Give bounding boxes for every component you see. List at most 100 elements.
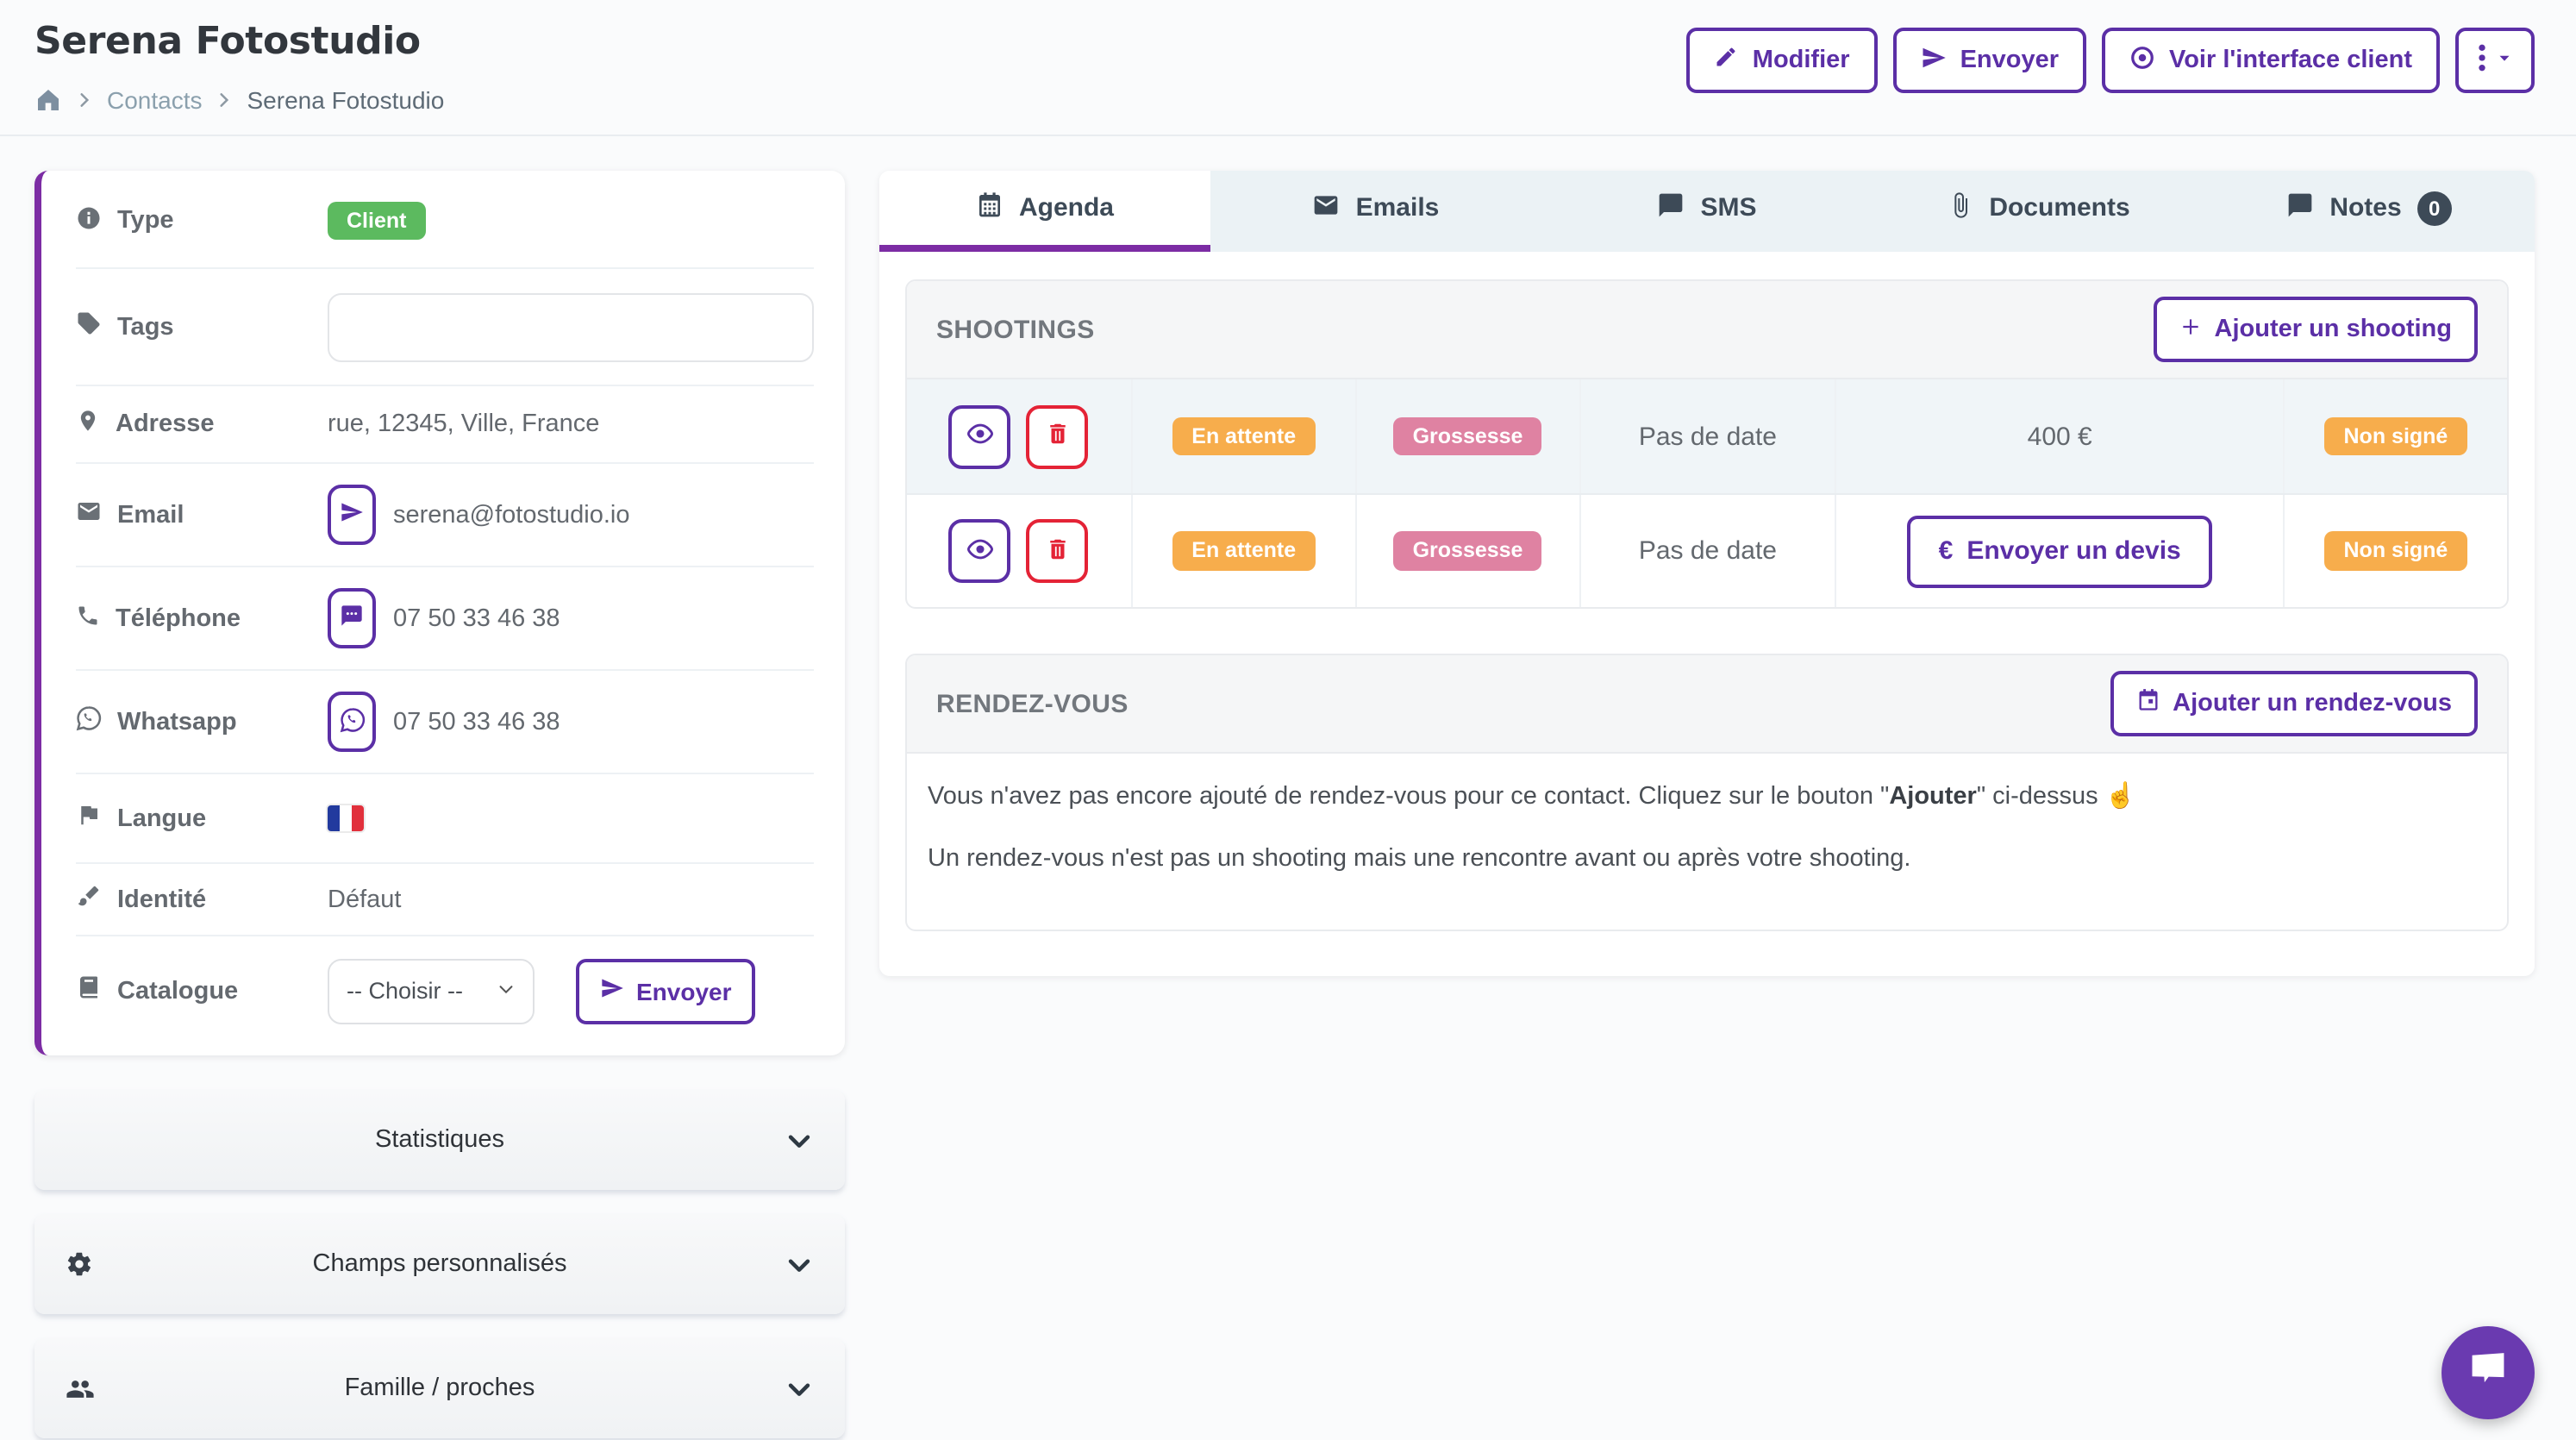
shootings-header: SHOOTINGS Ajouter un shooting (907, 281, 2507, 379)
statistiques-label: Statistiques (375, 1126, 504, 1154)
rendez-vous-note: Un rendez-vous n'est pas un shooting mai… (928, 845, 1911, 873)
panel-champs-personnalises[interactable]: Champs personnalisés (34, 1214, 845, 1314)
send-email-button[interactable] (328, 485, 376, 545)
shooting-date: Pas de date (1638, 422, 1777, 451)
chat-bubble-icon (2466, 1346, 2510, 1399)
contact-row-email: Email serena@fotostudio.io (76, 462, 814, 566)
contact-row-adresse: Adresse rue, 12345, Ville, France (76, 385, 814, 462)
rendez-vous-body: Vous n'avez pas encore ajouté de rendez-… (907, 754, 2507, 930)
euro-icon: € (1938, 536, 1954, 566)
info-icon (76, 204, 102, 237)
whatsapp-icon (339, 706, 365, 737)
breadcrumb-link-contacts[interactable]: Contacts (107, 86, 203, 114)
contact-row-langue: Langue (76, 773, 814, 862)
paper-plane-icon (1921, 44, 1947, 77)
tags-label: Tags (117, 313, 174, 341)
contact-row-tags: Tags (76, 267, 814, 385)
sms-bubble-icon (340, 604, 364, 633)
tab-sms-label: SMS (1700, 193, 1757, 222)
paper-plane-icon (600, 976, 624, 1005)
plus-icon (2180, 315, 2203, 344)
shootings-table: En attente Grossesse Pas de date 400 € N… (907, 379, 2507, 607)
tab-bar: Agenda Emails SMS Documents Notes (879, 171, 2535, 252)
breadcrumb-current: Serena Fotostudio (247, 86, 445, 114)
tab-sms[interactable]: SMS (1541, 171, 1873, 252)
speech-bubble-icon (1657, 191, 1685, 225)
chevron-down-icon (785, 1374, 814, 1403)
rendez-vous-empty-message: Vous n'avez pas encore ajouté de rendez-… (928, 783, 2136, 811)
send-whatsapp-button[interactable] (328, 692, 376, 752)
dots-vertical-icon (2477, 42, 2485, 78)
delete-shooting-button[interactable] (1026, 519, 1089, 583)
email-label: Email (117, 501, 184, 529)
telephone-value: 07 50 33 46 38 (393, 604, 560, 632)
catalogue-envoyer-label: Envoyer (636, 977, 732, 1005)
panel-famille-proches[interactable]: Famille / proches (34, 1338, 845, 1438)
view-shooting-button[interactable] (948, 404, 1011, 468)
shootings-section: SHOOTINGS Ajouter un shooting (905, 279, 2509, 609)
eye-icon (2129, 44, 2155, 77)
header-divider (0, 135, 2576, 136)
modifier-button[interactable]: Modifier (1686, 28, 1878, 93)
tag-icon (76, 310, 102, 343)
rendez-vous-header: RENDEZ-VOUS Ajouter un rendez-vous (907, 655, 2507, 754)
rendez-vous-title: RENDEZ-VOUS (936, 689, 1129, 718)
calendar-icon (2136, 688, 2160, 719)
contact-row-catalogue: Catalogue -- Choisir -- Envoyer (76, 935, 814, 1045)
tab-emails[interactable]: Emails (1210, 171, 1541, 252)
view-shooting-button[interactable] (948, 519, 1011, 583)
panel-statistiques[interactable]: Statistiques (34, 1090, 845, 1190)
home-icon[interactable] (34, 86, 62, 114)
shooting-type-badge: Grossesse (1393, 416, 1542, 456)
envelope-icon (76, 498, 102, 531)
shooting-price: 400 € (2027, 422, 2092, 451)
trash-icon (1045, 421, 1071, 452)
tab-documents-label: Documents (1989, 193, 2130, 222)
envoyer-button[interactable]: Envoyer (1892, 28, 2087, 93)
header-actions: Modifier Envoyer Voir l'interface client (1686, 28, 2535, 93)
email-value: serena@fotostudio.io (393, 501, 630, 529)
contact-row-identite: Identité Défaut (76, 862, 814, 935)
type-label: Type (117, 207, 174, 235)
envoyer-devis-label: Envoyer un devis (1966, 536, 2181, 566)
tab-agenda-label: Agenda (1018, 193, 1114, 222)
add-shooting-label: Ajouter un shooting (2214, 316, 2452, 343)
tab-notes[interactable]: Notes 0 (2204, 171, 2535, 252)
identite-label: Identité (117, 886, 207, 913)
catalogue-envoyer-button[interactable]: Envoyer (576, 958, 756, 1024)
chevron-down-icon (497, 978, 516, 1004)
tags-input[interactable] (328, 292, 814, 361)
voir-interface-client-button[interactable]: Voir l'interface client (2102, 28, 2440, 93)
add-shooting-button[interactable]: Ajouter un shooting (2154, 297, 2478, 362)
tab-agenda[interactable]: Agenda (879, 171, 1210, 252)
signature-badge: Non signé (2324, 531, 2467, 571)
chat-widget-button[interactable] (2442, 1326, 2535, 1419)
envoyer-devis-button[interactable]: € Envoyer un devis (1907, 515, 2212, 587)
shooting-type-badge: Grossesse (1393, 531, 1542, 571)
speech-bubble-icon (2286, 191, 2314, 225)
pencil-icon (1715, 45, 1739, 76)
chevron-down-icon (785, 1249, 814, 1279)
chevron-right-icon (216, 91, 234, 109)
champs-personnalises-label: Champs personnalisés (312, 1250, 567, 1278)
gear-icon (66, 1250, 93, 1278)
trash-icon (1045, 535, 1071, 567)
tab-documents[interactable]: Documents (1873, 171, 2204, 252)
contact-info-card: Type Client Tags (34, 171, 845, 1055)
main-content: Type Client Tags (0, 136, 2576, 1438)
whatsapp-icon (76, 705, 102, 738)
delete-shooting-button[interactable] (1026, 404, 1089, 468)
more-actions-dropdown[interactable] (2455, 28, 2535, 93)
shootings-title: SHOOTINGS (936, 315, 1095, 344)
tab-emails-label: Emails (1355, 193, 1440, 222)
catalogue-select[interactable]: -- Choisir -- (328, 958, 535, 1024)
paperclip-icon (1946, 191, 1973, 225)
add-rendez-vous-button[interactable]: Ajouter un rendez-vous (2110, 671, 2478, 736)
type-badge-client: Client (328, 201, 426, 241)
eye-icon (966, 419, 995, 454)
shooting-row: En attente Grossesse Pas de date € Envoy… (907, 493, 2507, 607)
france-flag-icon[interactable] (328, 805, 364, 831)
send-sms-button[interactable] (328, 588, 376, 648)
contact-row-whatsapp: Whatsapp 07 50 33 46 38 (76, 669, 814, 773)
